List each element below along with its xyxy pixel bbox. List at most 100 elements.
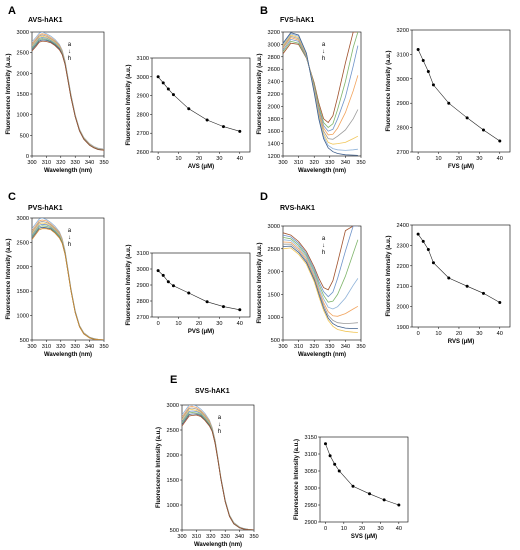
y-tick-label: 0 [26, 154, 29, 160]
y-tick-label: 2700 [397, 150, 409, 156]
y-tick-label: 2000 [268, 270, 280, 276]
y-tick-label: 1200 [268, 154, 280, 160]
y-tick-label: 2900 [397, 101, 409, 107]
y-tick-label: 1600 [268, 129, 280, 135]
fit-curve [417, 49, 500, 142]
x-tick-label: 350 [356, 344, 365, 350]
annotation-top: a [68, 228, 72, 234]
y-tick-label: 2100 [397, 284, 409, 290]
y-tick-label: 2900 [305, 520, 317, 526]
x-tick-label: 20 [196, 321, 202, 327]
y-tick-label: 1900 [397, 325, 409, 331]
data-point [447, 276, 451, 280]
x-axis-label: PVS (μM) [188, 329, 214, 335]
y-tick-label: 2800 [268, 55, 280, 61]
x-tick-label: 10 [175, 156, 181, 162]
spectrum-line [283, 32, 359, 129]
y-tick-label: 3000 [167, 403, 179, 409]
spectrum-line [283, 32, 358, 156]
y-tick-label: 2000 [397, 305, 409, 311]
y-tick-label: 1500 [17, 92, 29, 98]
x-tick-label: 0 [157, 321, 160, 327]
annotation-top: a [322, 42, 326, 48]
x-tick-label: 340 [235, 534, 244, 540]
spectrum-line [283, 226, 358, 291]
y-tick-label: 2800 [137, 112, 149, 118]
quench-plot: 0 10 20 30 40 2700 2800 2900 3000 3100 3200 FVS (μM… [386, 28, 511, 170]
data-point [431, 83, 435, 87]
y-tick-label: 3000 [397, 77, 409, 83]
y-tick-label: 3000 [17, 216, 29, 222]
x-tick-label: 300 [278, 160, 287, 166]
fit-curve [157, 270, 240, 311]
spectrum-line [283, 33, 358, 151]
x-tick-label: 320 [310, 160, 319, 166]
y-tick-label: 3150 [305, 435, 317, 441]
y-axis-label: Fluorescence Intensity (a.u.) [386, 235, 392, 316]
annotation-bottom: h [68, 56, 71, 62]
data-point [205, 118, 209, 122]
x-tick-label: 340 [341, 344, 350, 350]
annotation-bottom: h [322, 56, 325, 62]
x-axis-label: Wavelength (nm) [298, 168, 346, 174]
data-point [465, 116, 469, 120]
data-point [187, 107, 191, 111]
plot-frame [411, 224, 511, 328]
x-tick-label: 40 [396, 526, 402, 532]
y-tick-label: 1500 [167, 478, 179, 484]
spectra-lines [283, 226, 359, 333]
y-tick-label: 2000 [268, 104, 280, 110]
x-tick-label: 350 [99, 160, 108, 166]
data-point [324, 442, 327, 446]
data-point [481, 128, 485, 132]
x-tick-label: 10 [435, 156, 441, 162]
x-tick-label: 330 [221, 534, 230, 540]
y-tick-label: 500 [170, 528, 179, 534]
data-point [382, 498, 386, 502]
x-tick-label: 10 [175, 321, 181, 327]
x-tick-label: 310 [42, 344, 51, 350]
data-point [368, 492, 371, 496]
panel-title: PVS-hAK1 [28, 205, 63, 212]
y-tick-label: 1800 [268, 117, 280, 123]
y-tick-label: 2900 [137, 94, 149, 100]
x-tick-label: 320 [56, 160, 65, 166]
panel-letter: E [170, 374, 177, 386]
x-tick-label: 40 [497, 156, 503, 162]
x-tick-label: 20 [196, 156, 202, 162]
data-point [187, 291, 191, 295]
spectra-plot: 300 310 320 330 340 350 500 1000 1500 2000 2500 300… [156, 403, 259, 548]
y-tick-label: 1500 [17, 289, 29, 295]
annotation-bottom: h [218, 429, 221, 435]
x-tick-label: 30 [216, 321, 222, 327]
x-tick-label: 20 [456, 156, 462, 162]
x-tick-label: 10 [341, 526, 347, 532]
y-tick-label: 500 [20, 338, 29, 344]
x-tick-label: 300 [177, 534, 186, 540]
x-axis-label: FVS (μM) [448, 164, 474, 170]
plot-frame [319, 436, 409, 523]
y-axis-label: Fluorescence Intensity (a.u.) [294, 439, 300, 520]
data-point [161, 273, 165, 277]
x-tick-label: 350 [99, 344, 108, 350]
panel-letter: C [8, 191, 16, 203]
data-point [328, 454, 332, 458]
spectrum-line [283, 38, 359, 132]
x-tick-label: 350 [249, 534, 258, 540]
y-tick-label: 1000 [268, 315, 280, 321]
y-tick-label: 2800 [397, 126, 409, 132]
spectrum-line [283, 247, 358, 333]
x-axis-label: Wavelength (nm) [194, 542, 242, 548]
y-tick-label: 2400 [397, 223, 409, 229]
y-tick-label: 1500 [268, 292, 280, 298]
x-tick-label: 340 [85, 160, 94, 166]
y-tick-label: 3200 [268, 30, 280, 36]
annotation-arrow: ↓ [322, 243, 325, 249]
data-point [426, 247, 430, 251]
panel-letter: D [260, 191, 268, 203]
data-point [221, 305, 225, 309]
data-point [421, 239, 425, 243]
y-tick-label: 2200 [268, 92, 280, 98]
